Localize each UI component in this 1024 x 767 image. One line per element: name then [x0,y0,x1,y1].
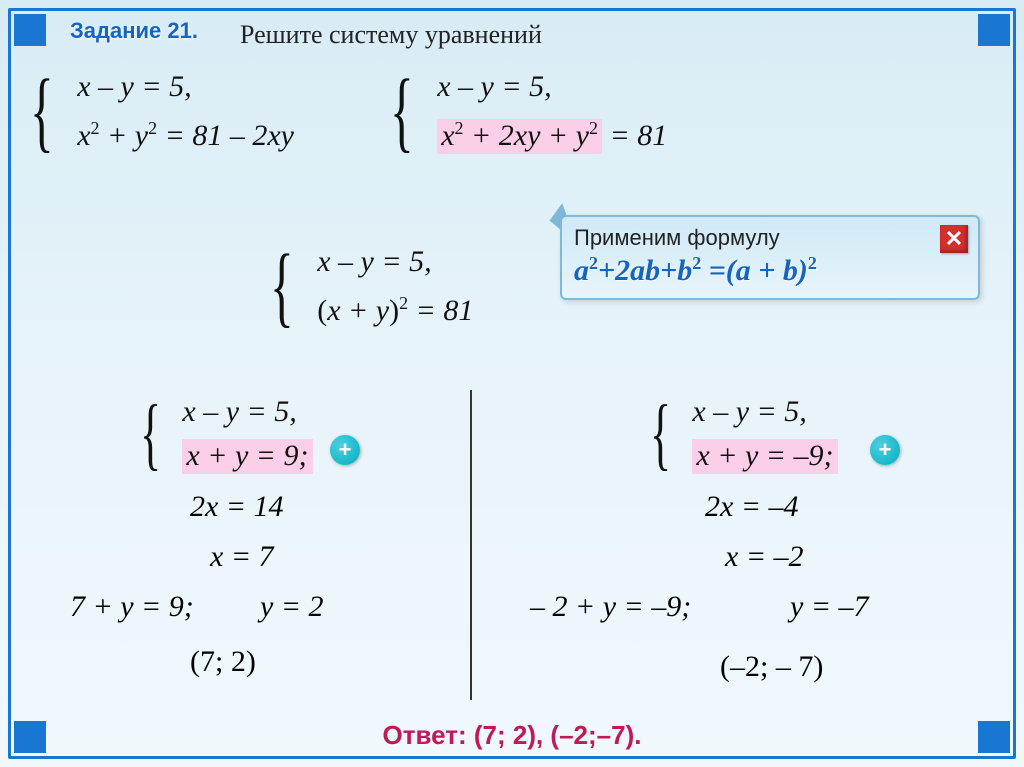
eq-line: x + y = –9; [692,439,837,473]
eq-line: x + y = 9; [182,439,312,473]
eq-line: 2x = 14 [190,490,284,524]
left-system: { x – y = 5, x + y = 9; [140,395,313,473]
eq-line: x – y = 5, [77,70,294,104]
plus-badge: + [330,435,360,465]
eq-line: – 2 + y = –9; [530,590,691,624]
system-2: { x – y = 5, x2 + 2xy + y2 = 81 [390,70,667,153]
eq-line: y = 2 [260,590,324,624]
corner-ornament [978,721,1010,753]
eq-line: x – y = 5, [692,395,837,429]
eq-line: x = 7 [210,540,274,574]
solution-left: (7; 2) [190,645,256,679]
eq-line: 2x = –4 [705,490,799,524]
plus-badge: + [870,435,900,465]
eq-line: x = –2 [725,540,804,574]
formula-callout: ✕ Применим формулу a2+2ab+b2 =(a + b)2 [560,215,980,300]
eq-line: 7 + y = 9; [70,590,194,624]
eq-line: x – y = 5, [437,70,667,104]
corner-ornament [14,721,46,753]
eq-line: (x + y)2 = 81 [317,293,473,328]
eq-line: x – y = 5, [317,245,473,279]
eq-line: x2 + 2xy + y2 = 81 [437,118,667,153]
system-1: { x – y = 5, x2 + y2 = 81 – 2xy [30,70,294,153]
eq-line: y = –7 [790,590,869,624]
eq-line: x – y = 5, [182,395,312,429]
right-system: { x – y = 5, x + y = –9; [650,395,838,473]
callout-text: Применим формулу [574,225,966,251]
task-title: Решите систему уравнений [240,20,542,50]
system-3: { x – y = 5, (x + y)2 = 81 [270,245,473,328]
solution-right: (–2; – 7) [720,650,823,684]
callout-formula: a2+2ab+b2 =(a + b)2 [574,253,966,288]
case-divider [470,390,472,700]
final-answer: Ответ: (7; 2), (–2;–7). [383,720,642,751]
task-number: Задание 21. [70,18,198,44]
close-icon[interactable]: ✕ [940,225,968,253]
eq-line: x2 + y2 = 81 – 2xy [77,118,294,153]
corner-ornament [978,14,1010,46]
corner-ornament [14,14,46,46]
